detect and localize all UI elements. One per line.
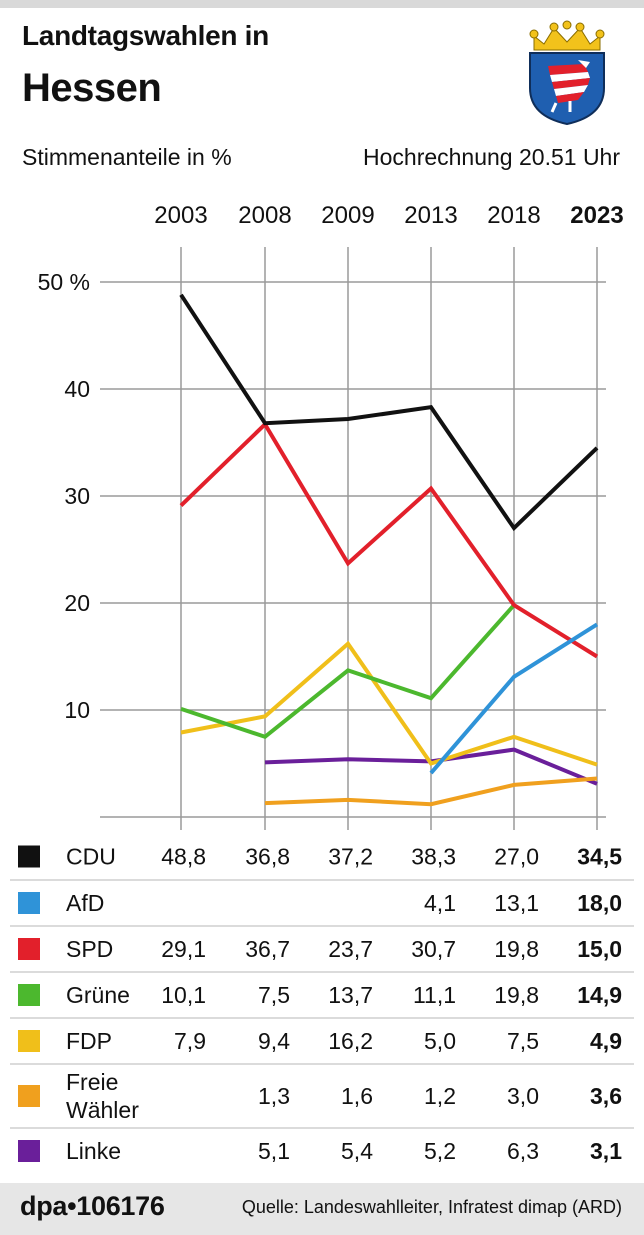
y-tick-label-40: 40 (64, 376, 90, 402)
value-label-linke-2009: 5,4 (341, 1138, 373, 1164)
legend-label-afd: AfD (66, 890, 104, 916)
y-tick-label-10: 10 (64, 697, 90, 723)
footer: dpa•106176 Quelle: Landeswahlleiter, Inf… (0, 1183, 644, 1235)
year-label-2003: 2003 (154, 202, 207, 229)
legend-label-fdp: FDP (66, 1028, 112, 1054)
legend-label-linke: Linke (66, 1138, 121, 1164)
source-note: Quelle: Landeswahlleiter, Infratest dima… (241, 1197, 622, 1217)
logo-dot: • (67, 1191, 77, 1221)
value-label-spd-2013: 30,7 (411, 936, 456, 962)
legend-label-freie-wähler-line1: Freie (66, 1069, 118, 1095)
legend-label-spd: SPD (66, 936, 113, 962)
value-label-fdp-2009: 16,2 (328, 1028, 373, 1054)
legend-label-grüne: Grüne (66, 982, 130, 1008)
value-label-cdu-2023: 34,5 (577, 844, 622, 870)
value-label-grüne-2008: 7,5 (258, 982, 290, 1008)
legend-label-cdu: CDU (66, 844, 116, 870)
legend-swatch-grüne (18, 984, 40, 1006)
top-bar (0, 0, 644, 8)
value-label-grüne-2023: 14,9 (577, 982, 622, 1008)
year-label-2023: 2023 (570, 202, 623, 229)
series-line-spd (179, 421, 599, 659)
value-label-afd-2018: 13,1 (494, 890, 539, 916)
legend-swatch-spd (18, 938, 40, 960)
legend-label-freie-wähler-line2: Wähler (66, 1097, 139, 1123)
value-label-spd-2008: 36,7 (245, 936, 290, 962)
legend-swatch-afd (18, 892, 40, 914)
hessen-coat-of-arms-icon (529, 20, 605, 126)
value-label-fdp-2023: 4,9 (590, 1028, 622, 1054)
y-tick-label-30: 30 (64, 483, 90, 509)
y-tick-label-50: 50 % (38, 269, 90, 295)
year-label-2018: 2018 (487, 202, 540, 229)
value-label-freie-wähler-2009: 1,6 (341, 1083, 373, 1109)
value-label-linke-2023: 3,1 (590, 1138, 622, 1164)
year-label-2009: 2009 (321, 202, 374, 229)
value-label-afd-2013: 4,1 (424, 890, 456, 916)
value-label-cdu-2009: 37,2 (328, 844, 373, 870)
series-line-fdp (180, 640, 598, 767)
line-chart: 2003 2008 2009 2013 2018 2023 10 20 30 40 50 % CDU 4… (10, 202, 634, 1164)
value-label-freie-wähler-2008: 1,3 (258, 1083, 290, 1109)
value-label-spd-2009: 23,7 (328, 936, 373, 962)
title-line-1: Landtagswahlen in (22, 20, 269, 51)
value-label-cdu-2013: 38,3 (411, 844, 456, 870)
legend-swatch-fdp (18, 1030, 40, 1052)
value-label-linke-2013: 5,2 (424, 1138, 456, 1164)
legend-swatch-linke (18, 1140, 40, 1162)
value-label-afd-2023: 18,0 (577, 890, 622, 916)
value-label-fdp-2008: 9,4 (258, 1028, 290, 1054)
year-label-2013: 2013 (404, 202, 457, 229)
value-label-freie-wähler-2018: 3,0 (507, 1083, 539, 1109)
value-label-fdp-2018: 7,5 (507, 1028, 539, 1054)
value-label-spd-2003: 29,1 (161, 936, 206, 962)
value-label-spd-2018: 19,8 (494, 936, 539, 962)
value-label-spd-2023: 15,0 (577, 936, 622, 962)
series-line-cdu (179, 293, 599, 532)
y-tick-label-20: 20 (64, 590, 90, 616)
dpa-logo: dpa•106176 (20, 1191, 165, 1222)
value-label-grüne-2018: 19,8 (494, 982, 539, 1008)
value-label-freie-wähler-2013: 1,2 (424, 1083, 456, 1109)
year-label-2008: 2008 (238, 202, 291, 229)
chart-subtitle: Stimmenanteile in % (22, 144, 232, 170)
title-line-2: Hessen (22, 66, 162, 110)
legend-swatch-freie-wähler (18, 1085, 40, 1107)
value-label-grüne-2009: 13,7 (328, 982, 373, 1008)
value-label-grüne-2013: 11,1 (413, 982, 456, 1008)
value-label-cdu-2008: 36,8 (245, 844, 290, 870)
value-label-grüne-2003: 10,1 (161, 982, 206, 1008)
value-label-fdp-2013: 5,0 (424, 1028, 456, 1054)
value-label-freie-wähler-2023: 3,6 (590, 1083, 622, 1109)
projection-note: Hochrechnung 20.51 Uhr (363, 144, 620, 170)
logo-number: 106176 (76, 1191, 165, 1221)
value-label-linke-2018: 6,3 (507, 1138, 539, 1164)
value-label-cdu-2003: 48,8 (161, 844, 206, 870)
value-label-linke-2008: 5,1 (258, 1138, 290, 1164)
legend-swatch-cdu (18, 845, 40, 868)
logo-text: dpa (20, 1191, 68, 1221)
value-label-cdu-2018: 27,0 (494, 844, 539, 870)
value-label-fdp-2003: 7,9 (174, 1028, 206, 1054)
